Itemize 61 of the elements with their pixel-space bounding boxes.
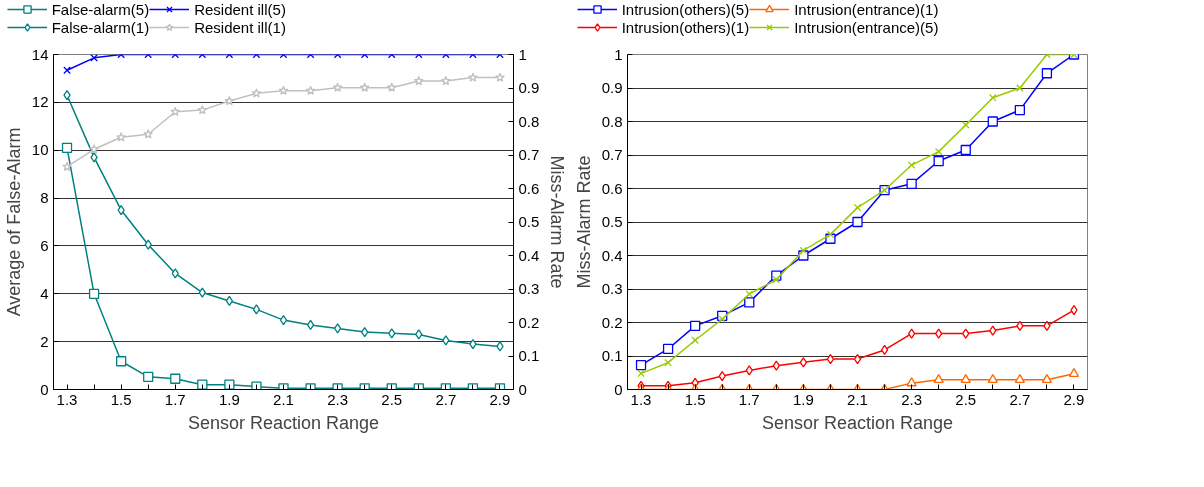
y-tick-label: 4 (40, 284, 49, 302)
y2-tick-label: 0 (518, 380, 527, 398)
y-tick-label: 0.3 (601, 280, 623, 297)
x-tick-label: 2.5 (381, 390, 403, 408)
y-tick-label: 0.2 (601, 313, 623, 331)
y2-tick-label: 0.9 (518, 79, 540, 96)
y-tick-label: 0.6 (601, 179, 623, 197)
x-tick-label: 2.7 (1009, 390, 1031, 408)
y2-tick-label: 0.1 (518, 347, 540, 364)
y2-tick-label: 0.6 (518, 179, 540, 197)
legend-label: Resident ill(1) (194, 18, 286, 36)
legend-label: Resident ill(5) (194, 0, 286, 18)
y-tick-label: 1 (614, 45, 623, 63)
y2-tick-label: 0.3 (518, 280, 540, 297)
y2-tick-label: 0.7 (518, 146, 540, 163)
y-tick-label: 0.4 (601, 246, 623, 264)
y-tick-label: 0.9 (601, 79, 623, 96)
y-tick-label: 2 (40, 332, 49, 350)
y-axis-title: Miss-Alarm Rate (573, 155, 594, 289)
x-tick-label: 2.9 (1063, 390, 1085, 408)
y-tick-label: 6 (40, 236, 49, 254)
x-axis-title: Sensor Reaction Range (761, 412, 954, 433)
y-tick-label: 14 (31, 45, 49, 63)
y-tick-label: 8 (40, 189, 49, 207)
y2-tick-label: 0.2 (518, 313, 540, 331)
y2-tick-label: 0.8 (518, 112, 540, 130)
y-axis-title: Average of False-Alarm (3, 127, 24, 317)
y2-axis-title: Miss-Alarm Rate (547, 155, 568, 289)
y2-tick-label: 1 (518, 45, 527, 63)
y2-tick-label: 0.5 (518, 213, 540, 230)
x-tick-label: 1.9 (218, 390, 240, 408)
legend-label: Intrusion(entrance)(5) (794, 18, 939, 36)
legend-label: Intrusion(entrance)(1) (794, 0, 939, 18)
legend-label: Intrusion(others)(5) (621, 0, 750, 18)
x-tick-label: 1.9 (792, 390, 814, 408)
x-axis-title: Sensor Reaction Range (187, 412, 380, 433)
x-tick-label: 2.3 (901, 390, 923, 408)
y-tick-label: 0.5 (601, 213, 623, 230)
x-tick-label: 2.1 (273, 390, 294, 408)
x-tick-label: 2.5 (955, 390, 977, 408)
y-tick-label: 0 (614, 380, 623, 398)
y-tick-label: 0.1 (601, 347, 623, 364)
x-tick-label: 2.9 (489, 390, 511, 408)
y-tick-label: 12 (31, 93, 49, 111)
x-tick-label: 1.3 (56, 390, 78, 408)
x-tick-label: 1.3 (630, 390, 652, 408)
x-tick-label: 2.3 (327, 390, 349, 408)
y2-tick-label: 0.4 (518, 246, 540, 264)
x-tick-label: 1.5 (110, 390, 132, 408)
legend-label: False-alarm(1) (51, 18, 150, 36)
y-tick-label: 0.7 (601, 146, 623, 163)
x-tick-label: 1.7 (738, 390, 760, 408)
legend-label: Intrusion(others)(1) (621, 18, 750, 36)
y-tick-label: 0.8 (601, 112, 623, 130)
x-tick-label: 1.7 (164, 390, 186, 408)
x-tick-label: 1.5 (684, 390, 706, 408)
y-tick-label: 0 (40, 380, 49, 398)
y-tick-label: 10 (31, 141, 49, 159)
x-tick-label: 2.1 (847, 390, 868, 408)
x-tick-label: 2.7 (435, 390, 457, 408)
legend-label: False-alarm(5) (51, 0, 150, 18)
